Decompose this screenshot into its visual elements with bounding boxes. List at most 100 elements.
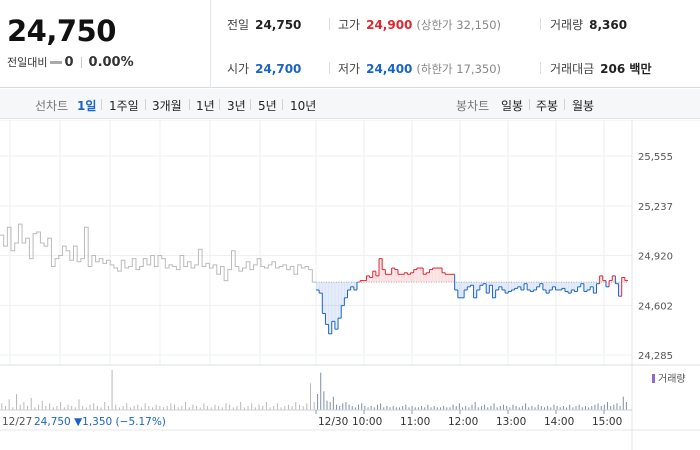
today-area-segment xyxy=(533,282,537,290)
today-area-segment xyxy=(366,275,370,283)
today-area-segment xyxy=(322,282,326,314)
today-area-segment xyxy=(438,268,443,283)
period-tab-3y[interactable]: 3년 xyxy=(227,99,246,113)
toolbar-divider xyxy=(189,99,190,110)
today-layer xyxy=(316,258,629,335)
today-area-segment xyxy=(498,282,503,287)
x-tick-label: 13:00 xyxy=(496,416,526,428)
x-tick-label: 12/30 xyxy=(318,416,348,428)
open-value: 24,700 xyxy=(255,62,302,76)
period-tab-1d[interactable]: 1일 xyxy=(77,99,97,113)
low-label: 저가 xyxy=(338,62,361,76)
open-stat: 시가 24,700 xyxy=(227,60,301,77)
today-area-segment xyxy=(489,282,493,286)
flat-icon xyxy=(50,60,63,64)
today-area-segment xyxy=(546,282,550,294)
today-area-segment xyxy=(416,268,421,283)
prev-close-label: 전일 xyxy=(227,18,250,32)
x-tick-label: 10:00 xyxy=(352,416,382,428)
period-tab-1y[interactable]: 1년 xyxy=(196,99,215,113)
today-area-segment xyxy=(549,282,553,290)
y-tick-label: 24,285 xyxy=(638,351,673,362)
period-tab-3m[interactable]: 3개월 xyxy=(152,99,182,113)
today-area-segment xyxy=(609,280,613,283)
today-area-segment xyxy=(334,282,339,330)
today-area-segment xyxy=(624,280,629,283)
today-area-segment xyxy=(435,268,440,283)
today-area-segment xyxy=(577,282,582,287)
today-area-segment xyxy=(445,274,449,283)
today-area-segment xyxy=(448,274,452,283)
x-tick-label: 15:00 xyxy=(592,416,622,428)
today-area-segment xyxy=(391,268,396,283)
today-area-segment xyxy=(316,282,320,290)
chart-toolbar: 선차트 1일 1주일 3개월 1년 3년 5년 10년 봉차트 일봉 주봉 월봉 xyxy=(0,89,700,119)
today-area-segment xyxy=(618,282,622,297)
bottom-info: 12/27 24,750 ▼1,350 (−5.17%) xyxy=(2,416,166,428)
candle-tab-monthly[interactable]: 월봉 xyxy=(572,99,595,113)
volume-stat: 거래량 8,360 xyxy=(550,16,627,33)
today-area-segment xyxy=(328,282,333,334)
low-stat: 저가 24,400 (하한가 17,350) xyxy=(338,60,501,77)
today-area-segment xyxy=(495,282,500,290)
today-area-segment xyxy=(432,268,437,283)
today-area-segment xyxy=(511,282,515,290)
today-area-segment xyxy=(467,282,471,287)
y-tick-label: 24,602 xyxy=(638,301,673,312)
today-area-segment xyxy=(539,282,544,284)
today-area-segment xyxy=(514,282,518,289)
today-area-segment xyxy=(363,280,367,283)
change-row: 전일대비 0 0.00% xyxy=(7,54,134,70)
today-area-segment xyxy=(457,282,462,298)
stat-divider xyxy=(329,62,330,74)
today-area-segment xyxy=(460,282,465,298)
today-area-segment xyxy=(517,282,522,287)
candle-tab-daily[interactable]: 일봉 xyxy=(501,99,524,113)
change-divider xyxy=(80,56,82,68)
high-label: 고가 xyxy=(338,18,361,32)
x-tick-label: 12:00 xyxy=(448,416,478,428)
amount-value: 206 백만 xyxy=(600,62,652,76)
today-area-segment xyxy=(442,272,446,283)
period-tab-10y[interactable]: 10년 xyxy=(290,99,317,113)
today-area-segment xyxy=(621,277,626,283)
today-area-segment xyxy=(473,282,478,298)
today-area-segment xyxy=(347,282,351,290)
today-area-segment xyxy=(407,274,411,283)
stat-divider xyxy=(540,62,541,74)
today-area-segment xyxy=(479,282,484,286)
candle-tab-weekly[interactable]: 주봉 xyxy=(536,99,559,113)
quote-panel: 24,750 전일대비 0 0.00% 전일 24,750 고가 24,900 (상한… xyxy=(0,0,700,88)
chart-area: 25,555 25,237 24,920 24,602 24,285 거래량 12/30… xyxy=(0,120,700,450)
toolbar-divider xyxy=(282,99,283,110)
price-box: 24,750 전일대비 0 0.00% xyxy=(0,0,211,88)
high-value: 24,900 xyxy=(366,18,413,32)
toolbar-divider xyxy=(219,99,220,110)
today-area-segment xyxy=(508,282,512,292)
today-area-segment xyxy=(470,282,474,286)
prev-day-layer xyxy=(0,223,316,283)
toolbar-divider xyxy=(529,99,530,110)
today-area-segment xyxy=(404,272,408,283)
period-tab-5y[interactable]: 5년 xyxy=(258,99,277,113)
current-price: 24,750 xyxy=(7,14,116,48)
change-label: 전일대비 xyxy=(7,56,48,69)
today-area-segment xyxy=(492,282,496,298)
low-value: 24,400 xyxy=(366,62,413,76)
y-tick-label: 25,555 xyxy=(638,152,673,163)
today-area-segment xyxy=(520,282,525,290)
today-area-segment xyxy=(587,282,591,290)
toolbar-divider xyxy=(564,99,565,110)
today-area-segment xyxy=(423,274,427,283)
today-area-segment xyxy=(615,282,619,284)
today-area-segment xyxy=(590,282,594,287)
volume-legend-swatch xyxy=(652,374,655,383)
period-tab-1w[interactable]: 1주일 xyxy=(109,99,139,113)
price-chart: 25,555 25,237 24,920 24,602 24,285 거래량 12/30… xyxy=(0,120,700,450)
today-area-segment xyxy=(385,274,389,283)
today-area-segment xyxy=(599,275,604,283)
prev-close-stat: 전일 24,750 xyxy=(227,16,301,33)
today-area-segment xyxy=(593,282,597,294)
today-area-segment xyxy=(410,272,414,283)
today-area-segment xyxy=(338,282,342,319)
